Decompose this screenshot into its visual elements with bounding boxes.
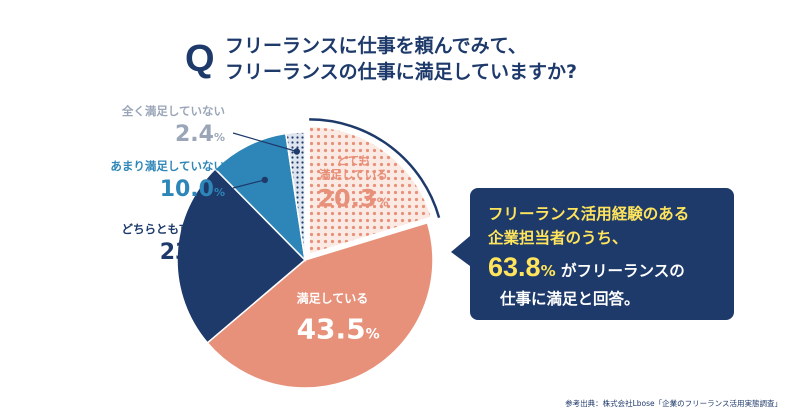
slice-value-satisfied: 43.5% (297, 313, 380, 346)
callout-line-3: 63.8% がフリーランスの (488, 250, 734, 288)
leader-neutral-dot (231, 253, 238, 261)
slice-value-neutral: 23.8% (160, 240, 225, 265)
slice-value-very-satisfied: 20.3% (317, 185, 388, 213)
callout-pointer (451, 236, 470, 266)
question-line-1: フリーランスに仕事を頼んでみて、 (225, 35, 527, 57)
callout-big-value: 63.8 (488, 252, 541, 282)
leader-not-very-satisfied-dot (261, 176, 269, 184)
slice-not-satisfied (284, 131, 306, 261)
leader-not-satisfied (232, 132, 297, 153)
callout-line-1: フリーランス活用経験のある (488, 205, 690, 223)
slice-value-not-satisfied: 2.4% (175, 122, 225, 147)
leader-not-very-satisfied (232, 179, 265, 189)
callout-pct: % (540, 262, 556, 280)
slice-label-neutral: どちらとも言えない (122, 222, 226, 236)
slice-very-satisfied (308, 125, 433, 256)
callout-line-2: 企業担当者のうち、 (488, 229, 628, 247)
slice-label-very-satisfied-1: とても (337, 154, 371, 168)
slice-not-very-satisfied (214, 132, 307, 263)
slice-label-not-very-satisfied: あまり満足していない (110, 159, 225, 173)
source-note: 参考出典：株式会社Lbose「企業のフリーランス活用実態調査」 (565, 399, 782, 408)
question-title: フリーランスに仕事を頼んでみて、 フリーランスの仕事に満足していますか? (225, 33, 577, 85)
callout-line-3-suffix: がフリーランスの (561, 262, 685, 280)
slice-label-satisfied: 満足している (297, 291, 369, 306)
slice-label-not-satisfied: 全く満足していない (121, 104, 225, 118)
slice-neutral (176, 167, 307, 344)
highlight-ring (309, 118, 441, 219)
slice-label-very-satisfied-2: 満足している (319, 168, 388, 182)
callout-line-4: 仕事に満足と回答。 (500, 290, 640, 308)
question-line-2: フリーランスの仕事に満足していますか? (225, 61, 578, 83)
leader-not-satisfied-dot (293, 148, 301, 155)
slice-value-not-very-satisfied: 10.0% (160, 177, 225, 202)
question-mark: Q (185, 38, 215, 80)
slice-satisfied (206, 221, 434, 389)
summary-callout: フリーランス活用経験のある 企業担当者のうち、 63.8% がフリーランスの 仕… (470, 188, 734, 320)
